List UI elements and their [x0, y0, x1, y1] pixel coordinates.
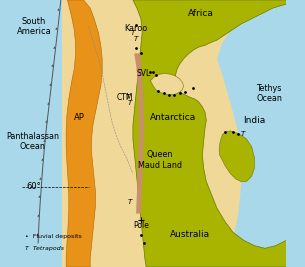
Polygon shape — [219, 131, 254, 182]
Text: SVL: SVL — [136, 69, 151, 78]
Text: Africa: Africa — [188, 9, 214, 18]
Polygon shape — [133, 0, 286, 267]
Text: Karoo: Karoo — [124, 23, 147, 33]
Polygon shape — [217, 0, 286, 267]
Polygon shape — [134, 53, 144, 214]
Text: Queen
Maud Land: Queen Maud Land — [138, 151, 181, 170]
Text: Antarctica: Antarctica — [150, 113, 196, 122]
Text: South
America: South America — [17, 17, 52, 36]
Text: T: T — [125, 95, 130, 100]
Text: T: T — [131, 30, 135, 36]
Text: T: T — [133, 36, 138, 42]
Polygon shape — [150, 73, 184, 95]
Text: T: T — [128, 100, 132, 106]
Text: Australia: Australia — [170, 230, 210, 239]
Text: T: T — [128, 199, 132, 205]
Text: Pole: Pole — [133, 221, 149, 230]
Text: T  Tetrapods: T Tetrapods — [25, 246, 64, 251]
Text: Panthalassan
Ocean: Panthalassan Ocean — [6, 132, 59, 151]
Polygon shape — [62, 0, 286, 267]
Text: CTM: CTM — [117, 93, 133, 102]
Text: •  Fluvial deposits: • Fluvial deposits — [25, 234, 81, 239]
Text: Tethys
Ocean: Tethys Ocean — [256, 84, 282, 103]
Text: T: T — [240, 131, 245, 136]
Text: AP: AP — [74, 113, 85, 122]
Text: India: India — [243, 116, 265, 125]
Text: 60°: 60° — [27, 182, 41, 191]
Polygon shape — [66, 0, 102, 267]
